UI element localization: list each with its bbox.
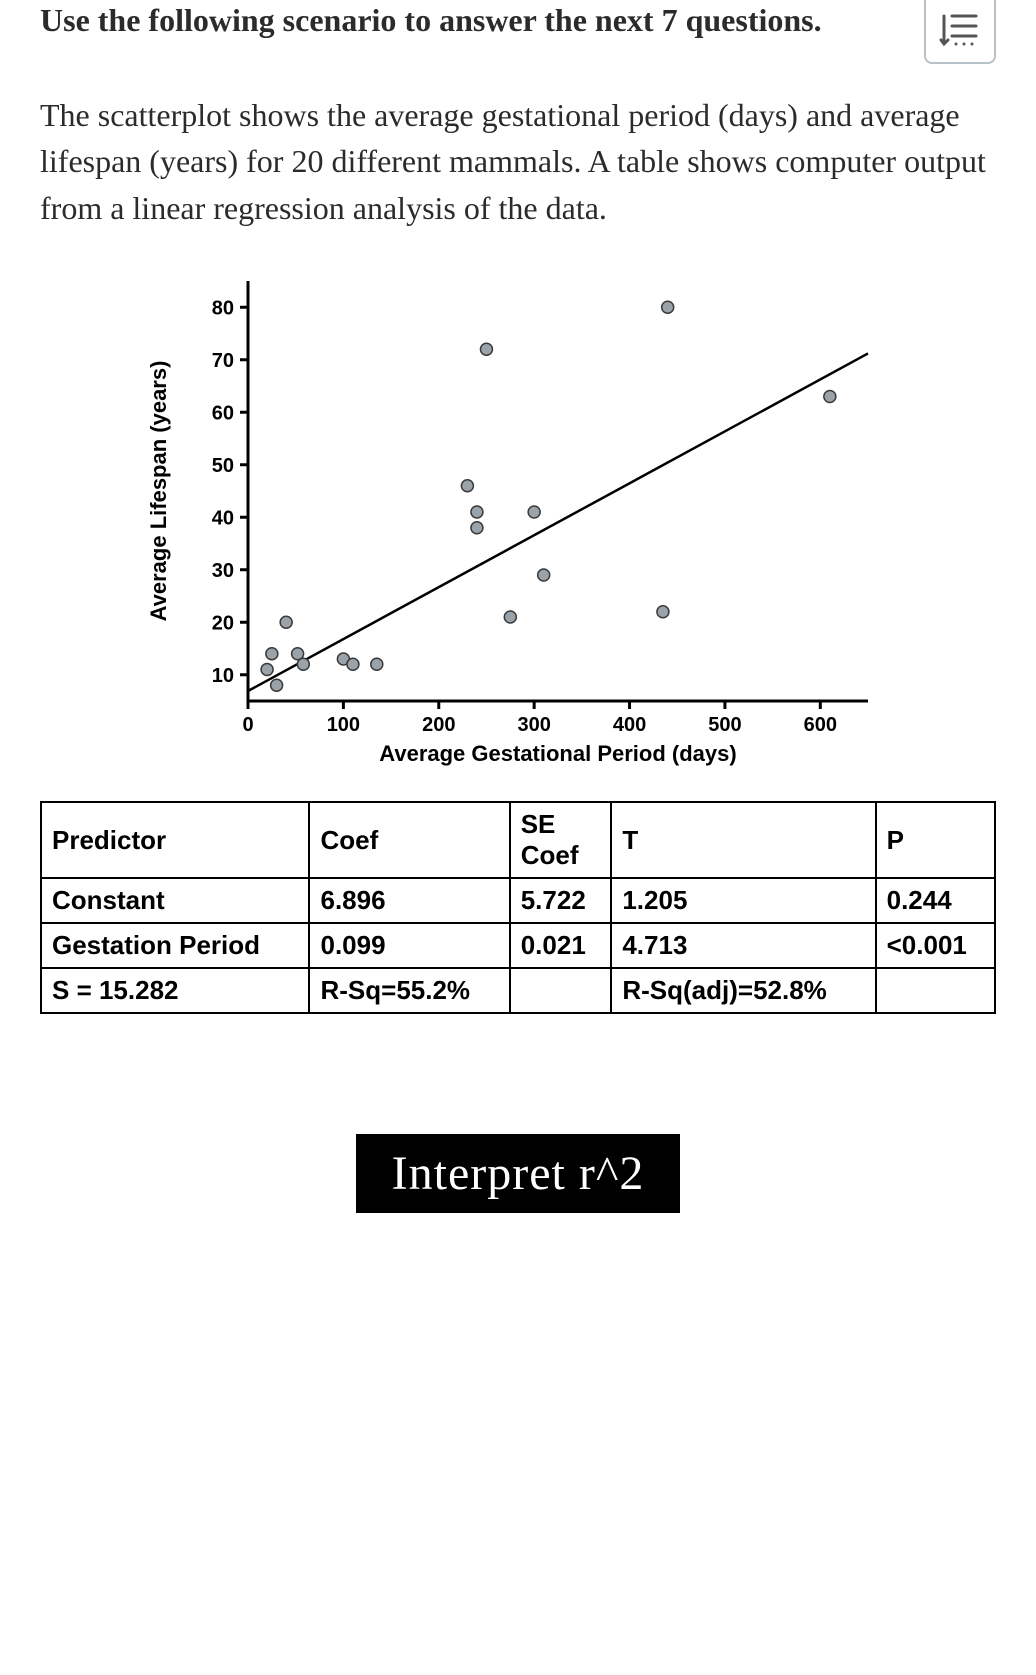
interpret-r2-box: Interpret r^2 — [356, 1134, 681, 1213]
table-row: Constant 6.896 5.722 1.205 0.244 — [41, 878, 995, 923]
svg-text:30: 30 — [212, 560, 234, 582]
numbered-list-icon-button[interactable] — [924, 0, 996, 64]
svg-text:400: 400 — [613, 714, 646, 736]
svg-text:0: 0 — [242, 714, 253, 736]
table-header-row: Predictor Coef SECoef T P — [41, 802, 995, 878]
regression-output-table: Predictor Coef SECoef T P Constant 6.896… — [40, 801, 996, 1014]
svg-text:Average Lifespan (years): Average Lifespan (years) — [146, 361, 171, 622]
th-coef: Coef — [309, 802, 509, 878]
svg-text:20: 20 — [212, 612, 234, 634]
svg-text:50: 50 — [212, 455, 234, 477]
svg-text:200: 200 — [422, 714, 455, 736]
svg-text:10: 10 — [212, 665, 234, 687]
svg-text:Average Gestational Period (da: Average Gestational Period (days) — [379, 741, 736, 766]
svg-text:80: 80 — [212, 297, 234, 319]
scenario-description: The scatterplot shows the average gestat… — [40, 92, 996, 231]
scenario-instruction: Use the following scenario to answer the… — [40, 0, 904, 42]
svg-text:600: 600 — [804, 714, 837, 736]
th-secoef: SECoef — [510, 802, 612, 878]
svg-text:100: 100 — [327, 714, 360, 736]
table-footer-row: S = 15.282 R-Sq=55.2% R-Sq(adj)=52.8% — [41, 968, 995, 1013]
scatterplot: 10 20 30 40 50 60 70 80 0 100 200 300 400 500 600 Avera… — [138, 261, 898, 781]
numbered-list-icon — [938, 6, 982, 50]
svg-text:70: 70 — [212, 350, 234, 372]
svg-text:500: 500 — [708, 714, 741, 736]
svg-text:60: 60 — [212, 402, 234, 424]
svg-text:40: 40 — [212, 507, 234, 529]
th-t: T — [611, 802, 875, 878]
th-p: P — [876, 802, 995, 878]
svg-text:300: 300 — [517, 714, 550, 736]
table-row: Gestation Period 0.099 0.021 4.713 <0.00… — [41, 923, 995, 968]
th-predictor: Predictor — [41, 802, 309, 878]
